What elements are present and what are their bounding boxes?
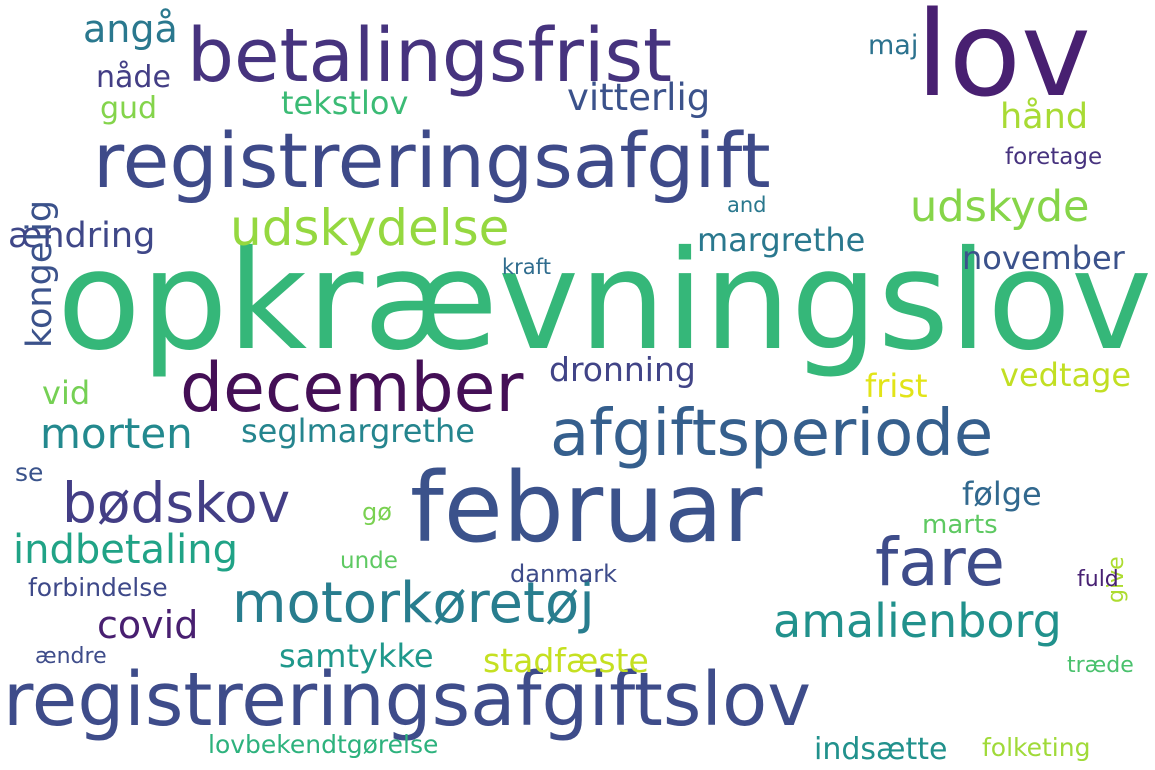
word-covid: covid (97, 603, 199, 647)
word-morten: morten (40, 409, 193, 458)
word-forbindelse: forbindelse (28, 573, 168, 602)
word-indsaette: indsætte (814, 732, 948, 767)
word-and: and (727, 193, 767, 217)
word-amalienborg: amalienborg (773, 594, 1062, 648)
word-traede: træde (1067, 653, 1134, 678)
word-dronning: dronning (549, 350, 696, 389)
word-lov: lov (916, 0, 1091, 123)
word-marts: marts (922, 510, 998, 540)
word-hand: hånd (1000, 97, 1089, 137)
word-november: november (962, 239, 1125, 277)
word-folketing: folketing (982, 733, 1091, 762)
word-unde: unde (340, 548, 398, 574)
word-aendre: ændre (35, 644, 107, 669)
word-gud: gud (100, 91, 158, 126)
word-betalingsfrist: betalingsfrist (187, 13, 673, 99)
word-frist: frist (865, 367, 928, 405)
word-aendring: ændring (8, 216, 156, 256)
word-nade: nåde (96, 60, 171, 95)
word-fare: fare (875, 524, 1005, 601)
word-bodskov: bødskov (62, 471, 291, 535)
word-vedtage: vedtage (1000, 356, 1132, 394)
word-vitterlig: vitterlig (567, 76, 711, 119)
word-kraft: kraft (502, 255, 551, 279)
word-vid: vid (42, 374, 91, 412)
word-folge: følge (962, 475, 1042, 513)
word-samtykke: samtykke (279, 637, 434, 675)
word-tekstlov: tekstlov (281, 84, 409, 122)
word-opkraevningslov: opkrævningslov (57, 222, 1153, 381)
word-danmark: danmark (510, 560, 618, 588)
word-margrethe: margrethe (697, 221, 866, 259)
word-anga: angå (83, 7, 178, 51)
word-registreringsafgiftslov: registreringsafgiftslov (3, 657, 812, 743)
word-seglmargrethe: seglmargrethe (241, 412, 475, 450)
word-kongelig: kongelig (20, 199, 60, 348)
word-udskyde: udskyde (910, 182, 1090, 232)
word-fuld: fuld (1077, 567, 1119, 592)
word-maj: maj (868, 30, 919, 61)
word-registreringsafgift: registreringsafgift (93, 116, 771, 205)
word-februar: februar (410, 452, 763, 564)
word-go: gø (362, 498, 392, 526)
word-afgiftsperiode: afgiftsperiode (550, 397, 994, 471)
word-december: december (180, 349, 524, 428)
word-stadfaeste: stadfæste (483, 641, 649, 680)
word-foretage: foretage (1005, 144, 1103, 170)
word-indbetaling: indbetaling (13, 527, 239, 573)
word-motorkoretoj: motorkøretøj (232, 571, 595, 636)
word-lovbekendtgorelse: lovbekendtgørelse (208, 730, 439, 759)
word-se: se (15, 458, 44, 487)
word-udskydelse: udskydelse (230, 199, 510, 257)
